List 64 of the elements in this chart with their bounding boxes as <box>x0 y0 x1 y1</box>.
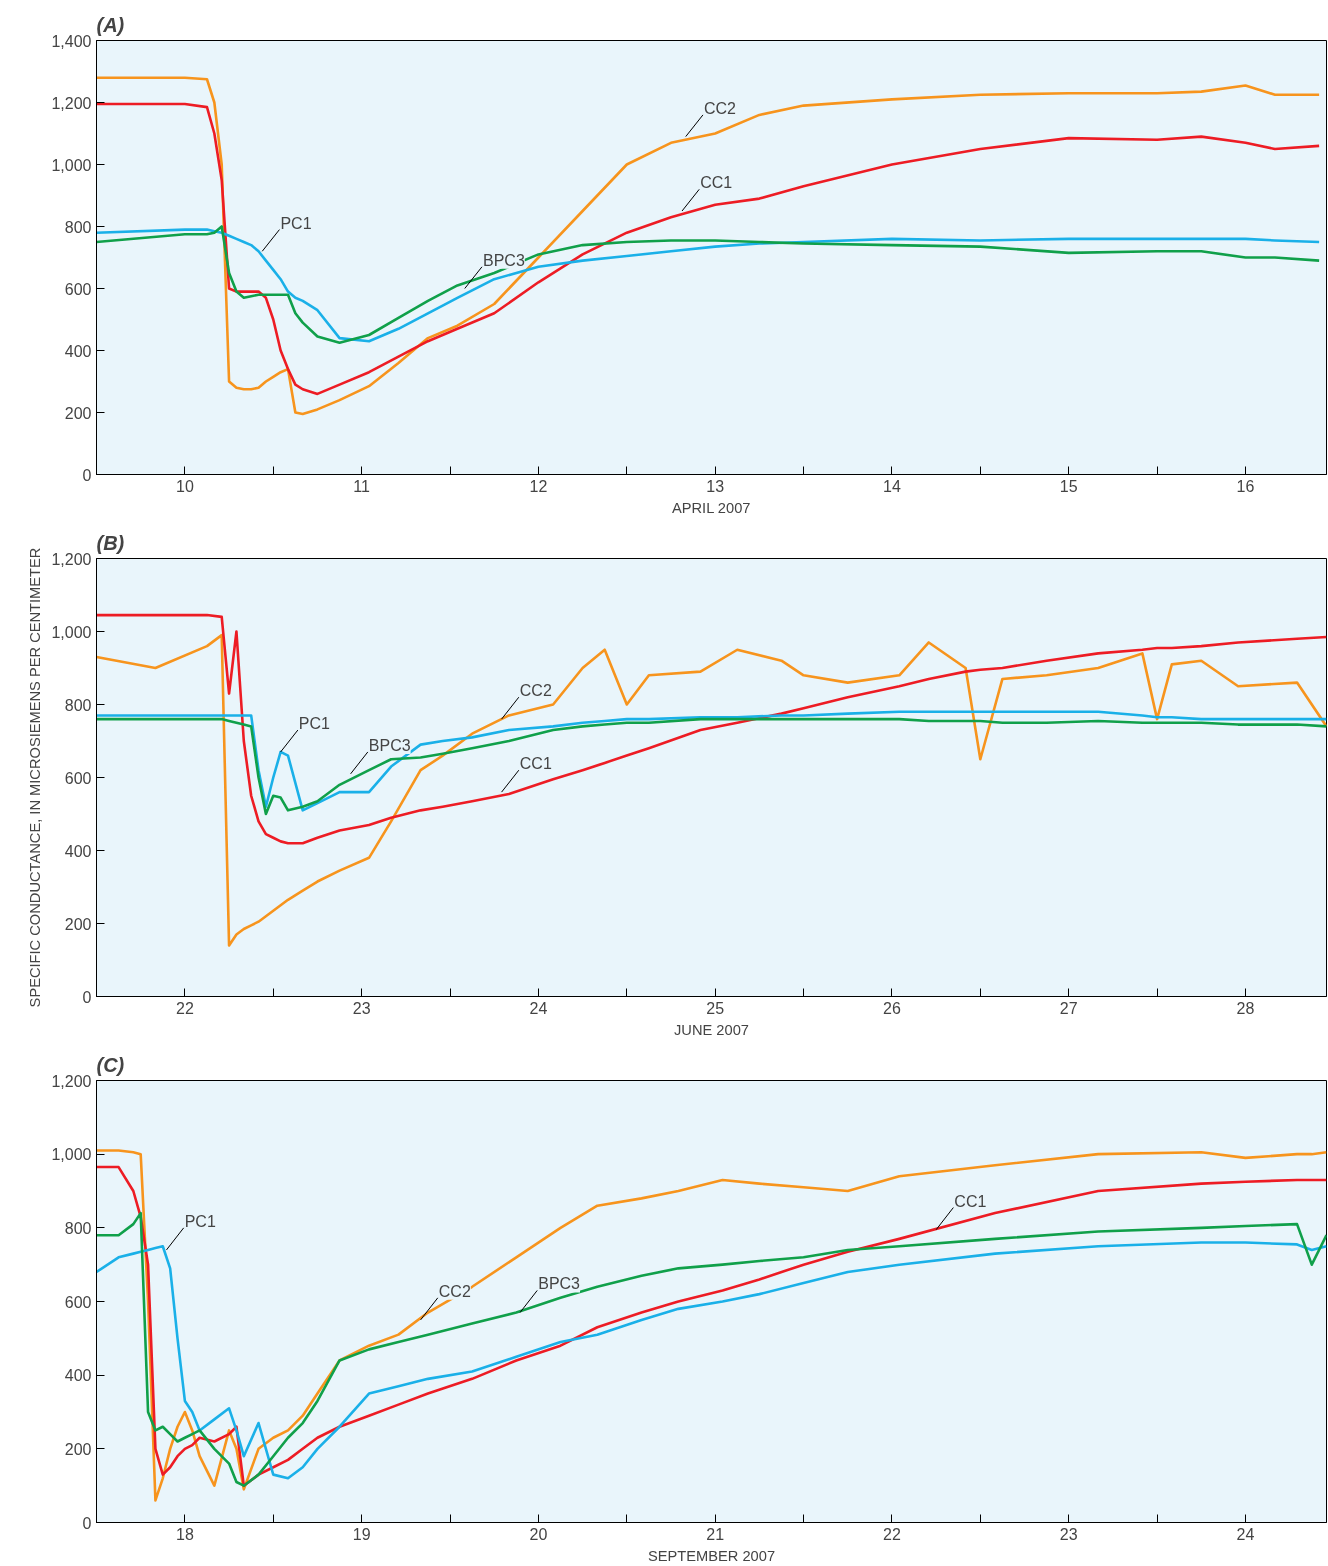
annotation: CC1 <box>519 755 552 773</box>
annotation: BPC3 <box>482 251 525 269</box>
annotation: PC1 <box>184 1212 216 1230</box>
annotation: CC2 <box>519 682 552 700</box>
y-tick-label: 1,000 <box>51 623 92 641</box>
x-tick-label: 23 <box>352 999 371 1017</box>
x-tick-label: 26 <box>883 999 901 1017</box>
y-tick-label: 200 <box>64 404 92 422</box>
x-tick-label: 13 <box>706 477 725 495</box>
x-tick-label: 14 <box>883 477 901 495</box>
annotation: CC2 <box>703 99 737 117</box>
x-tick-label: 23 <box>1059 1525 1078 1543</box>
chart-title: (B) <box>96 531 125 554</box>
x-tick-label: 22 <box>175 999 194 1017</box>
y-tick-label: 800 <box>64 696 92 714</box>
x-tick-label: 27 <box>1059 999 1078 1017</box>
x-tick-label: 11 <box>353 477 371 495</box>
chart-title: (A) <box>96 13 125 36</box>
line-series <box>96 633 1327 947</box>
x-axis-title: SEPTEMBER 2007 <box>647 1547 776 1564</box>
y-tick-label: 400 <box>64 1367 92 1385</box>
y-tick-label: 1,200 <box>51 550 92 568</box>
x-tick-label: 18 <box>175 1525 194 1543</box>
y-tick-label: 600 <box>64 280 92 298</box>
y-tick-label: 0 <box>82 1514 92 1532</box>
x-tick-label: 24 <box>1236 1525 1255 1543</box>
line-series <box>96 613 1327 845</box>
chart-title: (C) <box>96 1053 125 1076</box>
y-tick-label: 200 <box>64 1440 92 1458</box>
y-tick-label: 1,000 <box>51 156 92 174</box>
x-tick-label: 22 <box>883 1525 901 1543</box>
annotation: BPC3 <box>538 1275 581 1293</box>
annotation: BPC3 <box>368 736 411 754</box>
x-tick-label: 12 <box>529 477 548 495</box>
x-tick-label: 25 <box>706 999 725 1017</box>
y-axis-title: SPECIFIC CONDUCTANCE, IN MICROSIEMENS PER CENTIMETER <box>27 547 44 1008</box>
x-axis-title: APRIL 2007 <box>671 499 751 516</box>
y-tick-label: 800 <box>64 218 92 236</box>
x-tick-label: 19 <box>352 1525 371 1543</box>
x-axis-title: JUNE 2007 <box>674 1021 749 1038</box>
annotation: CC2 <box>438 1282 471 1300</box>
y-tick-label: 1,000 <box>51 1146 92 1164</box>
y-tick-label: 0 <box>82 466 92 484</box>
y-tick-label: 0 <box>82 988 92 1006</box>
y-tick-label: 1,400 <box>51 32 92 50</box>
x-tick-label: 16 <box>1236 477 1255 495</box>
x-tick-label: 24 <box>529 999 548 1017</box>
y-tick-label: 600 <box>64 769 92 787</box>
y-tick-label: 400 <box>64 342 92 360</box>
annotation: CC1 <box>700 174 733 192</box>
y-tick-label: 400 <box>64 842 92 860</box>
x-tick-label: 20 <box>529 1525 548 1543</box>
y-tick-label: 800 <box>64 1219 92 1237</box>
y-tick-label: 1,200 <box>51 1072 92 1090</box>
y-tick-label: 200 <box>64 915 92 933</box>
x-tick-label: 10 <box>175 477 194 495</box>
y-tick-label: 600 <box>64 1293 92 1311</box>
x-tick-label: 28 <box>1236 999 1255 1017</box>
annotation: PC1 <box>280 214 312 232</box>
x-tick-label: 21 <box>706 1525 725 1543</box>
x-tick-label: 15 <box>1059 477 1078 495</box>
y-tick-label: 1,200 <box>51 94 92 112</box>
annotation: PC1 <box>298 715 331 733</box>
annotation: CC1 <box>954 1192 987 1210</box>
